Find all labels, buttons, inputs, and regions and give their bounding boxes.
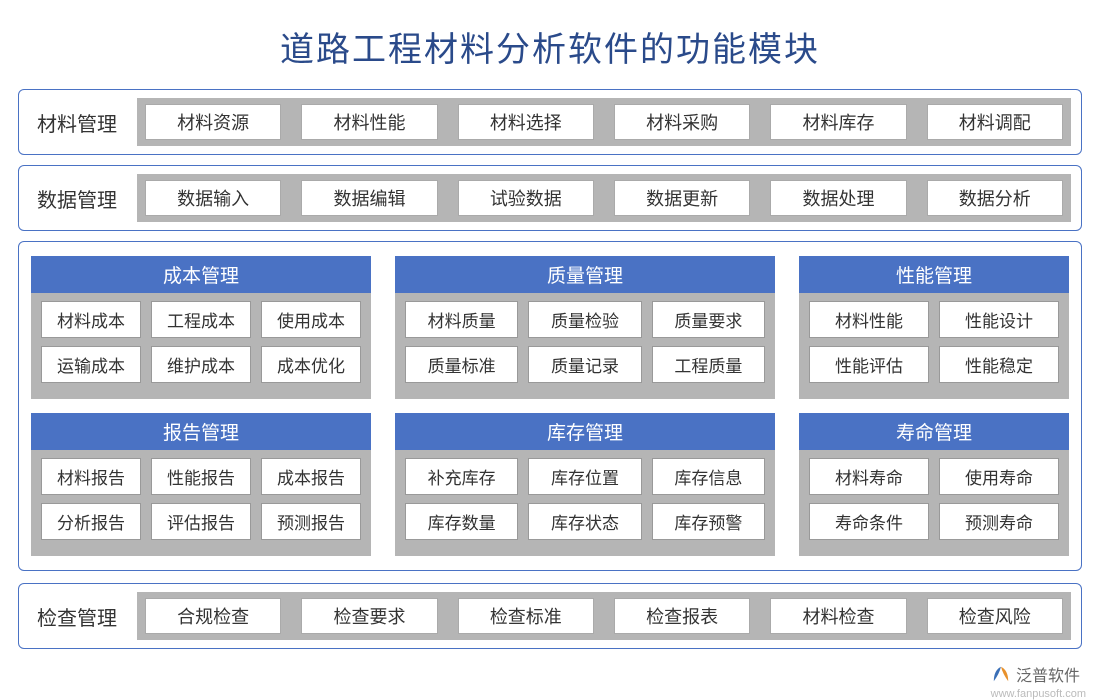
card-item: 运输成本 — [41, 346, 141, 383]
row-data-mgmt: 数据管理 数据输入 数据编辑 试验数据 数据更新 数据处理 数据分析 — [18, 165, 1082, 231]
row-items: 材料资源 材料性能 材料选择 材料采购 材料库存 材料调配 — [137, 98, 1071, 146]
item-box: 检查报表 — [614, 598, 750, 634]
card-quality-mgmt: 质量管理 材料质量 质量检验 质量要求 质量标准 质量记录 工程质量 — [395, 256, 775, 399]
card-item: 工程质量 — [652, 346, 765, 383]
card-item: 预测寿命 — [939, 503, 1059, 540]
card-item: 工程成本 — [151, 301, 251, 338]
item-box: 材料采购 — [614, 104, 750, 140]
card-item: 材料质量 — [405, 301, 518, 338]
card-lifespan-mgmt: 寿命管理 材料寿命 使用寿命 寿命条件 预测寿命 — [799, 413, 1069, 556]
item-box: 数据分析 — [927, 180, 1063, 216]
card-item: 材料性能 — [809, 301, 929, 338]
card-item: 库存位置 — [528, 458, 641, 495]
item-box: 数据编辑 — [301, 180, 437, 216]
item-box: 数据处理 — [770, 180, 906, 216]
row-items: 数据输入 数据编辑 试验数据 数据更新 数据处理 数据分析 — [137, 174, 1071, 222]
card-item: 性能设计 — [939, 301, 1059, 338]
card-header: 质量管理 — [395, 256, 775, 293]
card-header: 库存管理 — [395, 413, 775, 450]
item-box: 检查风险 — [927, 598, 1063, 634]
item-box: 材料资源 — [145, 104, 281, 140]
card-header: 报告管理 — [31, 413, 371, 450]
card-item: 材料寿命 — [809, 458, 929, 495]
card-item: 成本报告 — [261, 458, 361, 495]
row-label: 数据管理 — [29, 178, 125, 219]
card-item: 性能评估 — [809, 346, 929, 383]
item-box: 材料调配 — [927, 104, 1063, 140]
row-items: 合规检查 检查要求 检查标准 检查报表 材料检查 检查风险 — [137, 592, 1071, 640]
card-items: 材料成本 工程成本 使用成本 运输成本 维护成本 成本优化 — [31, 293, 371, 391]
card-item: 使用寿命 — [939, 458, 1059, 495]
card-item: 分析报告 — [41, 503, 141, 540]
row-material-mgmt: 材料管理 材料资源 材料性能 材料选择 材料采购 材料库存 材料调配 — [18, 89, 1082, 155]
card-item: 库存预警 — [652, 503, 765, 540]
card-item: 寿命条件 — [809, 503, 929, 540]
card-item: 质量检验 — [528, 301, 641, 338]
item-box: 材料选择 — [458, 104, 594, 140]
card-items: 材料寿命 使用寿命 寿命条件 预测寿命 — [799, 450, 1069, 548]
item-box: 检查要求 — [301, 598, 437, 634]
item-box: 材料性能 — [301, 104, 437, 140]
item-box: 检查标准 — [458, 598, 594, 634]
card-cost-mgmt: 成本管理 材料成本 工程成本 使用成本 运输成本 维护成本 成本优化 — [31, 256, 371, 399]
item-box: 合规检查 — [145, 598, 281, 634]
card-item: 材料成本 — [41, 301, 141, 338]
card-item: 库存信息 — [652, 458, 765, 495]
card-item: 成本优化 — [261, 346, 361, 383]
card-item: 质量要求 — [652, 301, 765, 338]
card-item: 预测报告 — [261, 503, 361, 540]
card-items: 材料性能 性能设计 性能评估 性能稳定 — [799, 293, 1069, 391]
brand-footer: 泛普软件 — [992, 662, 1080, 686]
card-report-mgmt: 报告管理 材料报告 性能报告 成本报告 分析报告 评估报告 预测报告 — [31, 413, 371, 556]
card-item: 质量标准 — [405, 346, 518, 383]
item-box: 数据输入 — [145, 180, 281, 216]
card-item: 材料报告 — [41, 458, 141, 495]
card-items: 材料报告 性能报告 成本报告 分析报告 评估报告 预测报告 — [31, 450, 371, 548]
card-item: 库存状态 — [528, 503, 641, 540]
card-item: 补充库存 — [405, 458, 518, 495]
item-box: 材料检查 — [770, 598, 906, 634]
card-header: 性能管理 — [799, 256, 1069, 293]
card-header: 成本管理 — [31, 256, 371, 293]
card-item: 使用成本 — [261, 301, 361, 338]
brand-url: www.fanpusoft.com — [991, 688, 1086, 700]
card-items: 补充库存 库存位置 库存信息 库存数量 库存状态 库存预警 — [395, 450, 775, 548]
card-item: 性能报告 — [151, 458, 251, 495]
row-inspection-mgmt: 检查管理 合规检查 检查要求 检查标准 检查报表 材料检查 检查风险 — [18, 583, 1082, 649]
card-inventory-mgmt: 库存管理 补充库存 库存位置 库存信息 库存数量 库存状态 库存预警 — [395, 413, 775, 556]
brand-text: 泛普软件 — [1016, 662, 1080, 686]
item-box: 数据更新 — [614, 180, 750, 216]
card-header: 寿命管理 — [799, 413, 1069, 450]
card-item: 维护成本 — [151, 346, 251, 383]
brand-icon — [992, 665, 1010, 683]
row-label: 检查管理 — [29, 596, 125, 637]
card-item: 库存数量 — [405, 503, 518, 540]
item-box: 材料库存 — [770, 104, 906, 140]
card-item: 性能稳定 — [939, 346, 1059, 383]
item-box: 试验数据 — [458, 180, 594, 216]
card-items: 材料质量 质量检验 质量要求 质量标准 质量记录 工程质量 — [395, 293, 775, 391]
page-title: 道路工程材料分析软件的功能模块 — [0, 0, 1100, 89]
row-label: 材料管理 — [29, 102, 125, 143]
middle-panel: 成本管理 材料成本 工程成本 使用成本 运输成本 维护成本 成本优化 质量管理 … — [18, 241, 1082, 571]
card-item: 评估报告 — [151, 503, 251, 540]
card-performance-mgmt: 性能管理 材料性能 性能设计 性能评估 性能稳定 — [799, 256, 1069, 399]
card-item: 质量记录 — [528, 346, 641, 383]
